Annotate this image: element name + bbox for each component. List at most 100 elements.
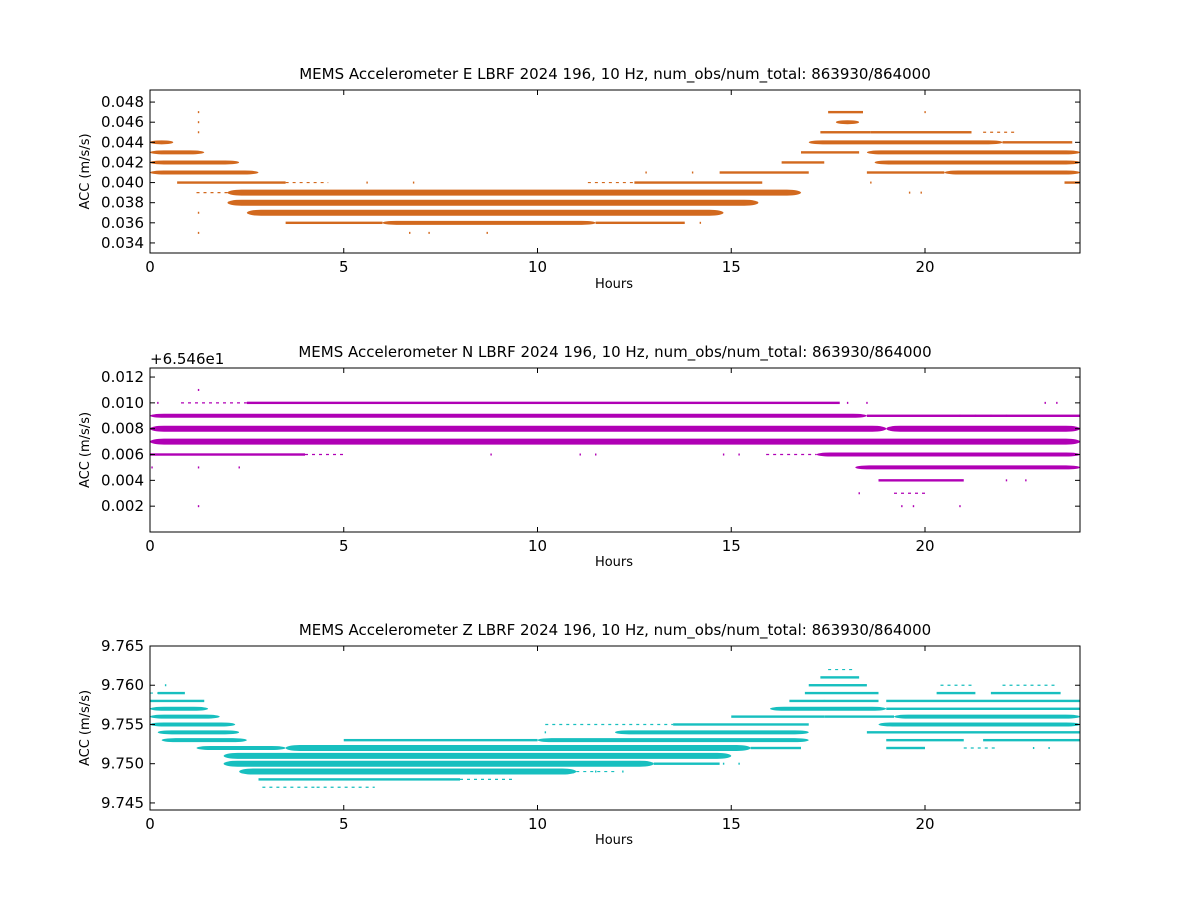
data-band-z-5-1 [770, 706, 887, 711]
data-point-n-16 [866, 401, 868, 404]
x-tick-label-n-2: 10 [528, 537, 547, 555]
data-band-z-6-0 [150, 714, 220, 719]
data-band-z-3-1 [157, 691, 185, 695]
plot-frame-z [149, 645, 1081, 811]
x-tick-label-e-3: 15 [722, 258, 741, 276]
y-tick-label-z-4: 9.765 [101, 637, 144, 655]
data-band-z-10-0 [196, 746, 286, 751]
data-band-e-10-0 [246, 209, 724, 216]
y-offset-label-n: +6.546e1 [150, 350, 224, 368]
data-band-e-11-2 [595, 221, 685, 225]
data-band-z-6-3 [894, 714, 1080, 719]
y-tick-label-n-5: 0.012 [101, 368, 144, 386]
data-band-e-7-3 [634, 181, 763, 184]
data-point-e-5 [366, 181, 368, 184]
data-point-n-11 [858, 492, 860, 495]
data-point-e-11 [691, 171, 694, 174]
data-band-e-7-0 [177, 181, 286, 184]
chart-title-e: MEMS Accelerometer E LBRF 2024 196, 10 H… [299, 65, 931, 84]
data-band-e-5-1 [781, 161, 825, 164]
x-axis-label-e: Hours [595, 277, 633, 292]
data-band-z-7-0 [150, 722, 236, 727]
data-band-e-6-3 [944, 170, 1080, 175]
data-point-n-5 [157, 401, 159, 404]
data-point-n-0 [197, 388, 200, 391]
y-tick-label-n-0: 0.002 [101, 497, 144, 515]
y-tick-label-e-5: 0.044 [101, 133, 144, 151]
x-tick-label-e-1: 5 [339, 258, 349, 276]
data-band-z-10-3 [886, 746, 925, 750]
x-tick-label-z-0: 0 [145, 815, 155, 833]
data-point-e-6 [412, 181, 415, 184]
y-tick-label-z-3: 9.760 [101, 676, 144, 694]
data-band-e-1-0 [835, 120, 860, 125]
data-band-z-7-2 [673, 723, 809, 726]
data-point-n-17 [959, 414, 961, 417]
x-tick-label-n-1: 5 [339, 537, 349, 555]
data-point-z-2 [544, 731, 547, 734]
data-band-z-4-2 [886, 699, 1080, 703]
data-band-n-2-1 [886, 425, 1080, 432]
y-tick-label-e-1: 0.036 [101, 214, 144, 232]
data-band-e-6-2 [866, 171, 945, 174]
x-tick-label-e-4: 20 [915, 258, 934, 276]
x-tick-label-e-0: 0 [145, 258, 155, 276]
x-tick-label-z-3: 15 [722, 815, 741, 833]
data-band-z-5-2 [886, 707, 1080, 710]
data-point-n-20 [1005, 414, 1008, 417]
data-point-n-8 [595, 453, 597, 456]
data-band-z-8-1 [615, 730, 809, 735]
panel-z: MEMS Accelerometer Z LBRF 2024 196, 10 H… [78, 621, 1081, 848]
data-band-z-2-0 [808, 684, 867, 687]
x-axis-label-z: Hours [595, 833, 633, 848]
data-point-e-0 [197, 111, 200, 114]
data-point-z-6 [738, 762, 740, 765]
y-axis-label-n: ACC (m/s/s) [78, 412, 93, 488]
data-point-n-3 [238, 466, 240, 469]
data-point-e-15 [920, 191, 922, 194]
x-tick-label-n-4: 20 [915, 537, 934, 555]
x-tick-label-e-2: 10 [528, 258, 547, 276]
data-band-e-4-2 [866, 150, 1080, 155]
data-point-n-13 [912, 505, 915, 508]
x-tick-label-z-2: 10 [528, 815, 547, 833]
x-ticks-z: 0 5 10 15 20 [145, 646, 935, 833]
y-tick-label-n-2: 0.006 [101, 446, 144, 464]
data-band-z-6-2 [824, 715, 894, 718]
data-band-n-5-0 [855, 465, 1080, 470]
data-point-n-12 [901, 505, 903, 508]
data-point-e-14 [908, 191, 911, 194]
data-point-n-14 [959, 505, 961, 508]
data-band-z-5-0 [150, 706, 209, 711]
y-tick-label-e-3: 0.040 [101, 174, 144, 192]
data-band-n-1-1 [866, 414, 1080, 417]
data-point-e-10 [645, 171, 647, 174]
data-band-e-6-0 [150, 170, 259, 175]
x-ticks-e: 0 5 10 15 20 [145, 90, 935, 276]
data-band-e-5-0 [150, 160, 240, 165]
data-point-n-6 [490, 453, 492, 456]
data-band-e-3-2 [1002, 141, 1073, 144]
data-band-n-2-0 [150, 425, 887, 432]
data-point-n-1 [197, 466, 200, 469]
panel-e: MEMS Accelerometer E LBRF 2024 196, 10 H… [78, 65, 1081, 292]
data-band-z-3-3 [936, 691, 976, 695]
data-point-e-8 [409, 231, 411, 234]
y-axis-label-e: ACC (m/s/s) [78, 133, 93, 209]
y-tick-label-n-3: 0.008 [101, 420, 144, 438]
data-band-e-3-0 [150, 140, 174, 145]
data-band-e-7-4 [1064, 181, 1080, 184]
data-point-n-4 [151, 466, 153, 469]
data-point-n-18 [974, 414, 977, 417]
data-point-n-23 [1044, 401, 1046, 404]
y-ticks-e: 0.034 0.036 0.038 0.040 0.042 0.044 0.046 0.048 [101, 93, 1080, 252]
data-band-z-10-2 [750, 746, 801, 750]
data-marks-e [150, 110, 1080, 234]
data-point-e-13 [870, 181, 872, 184]
x-tick-label-n-0: 0 [145, 537, 155, 555]
data-point-z-0 [164, 684, 167, 687]
data-point-n-15 [846, 401, 849, 404]
y-tick-label-e-4: 0.042 [101, 153, 144, 171]
data-band-n-3-0 [150, 438, 1080, 445]
